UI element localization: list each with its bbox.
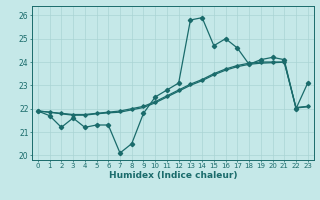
X-axis label: Humidex (Indice chaleur): Humidex (Indice chaleur)	[108, 171, 237, 180]
